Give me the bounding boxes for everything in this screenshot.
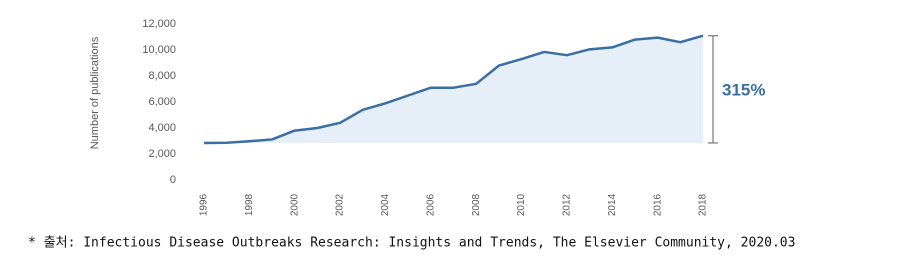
y-tick-label: 8,000 [148,70,176,82]
x-tick-label: 2018 [698,193,709,216]
x-tick-label: 2000 [289,193,300,216]
y-tick-label: 4,000 [148,122,176,134]
area [204,35,703,143]
x-tick-label: 1996 [199,193,210,216]
annotation: 315% [722,80,765,99]
y-tick-label: 6,000 [148,96,176,108]
y-axis-label: Number of publications [89,36,101,149]
y-tick-label: 0 [170,174,176,186]
y-tick-label: 2,000 [148,148,176,160]
x-tick-label: 2006 [425,193,436,216]
x-tick-label: 2014 [607,193,618,216]
x-tick-label: 2010 [516,193,527,216]
x-tick-label: 2002 [335,193,346,216]
line [203,34,704,145]
x-tick-label: 2016 [652,193,663,216]
x-tick-label: 2012 [562,193,573,216]
x-tick-label: 2008 [471,193,482,216]
y-tick-label: 12,000 [142,18,176,30]
y-tick-label: 10,000 [142,44,176,56]
x-tick-label: 1998 [244,193,255,216]
x-tick-label: 2004 [380,193,391,216]
source-note: * 출처: Infectious Disease Outbreaks Resea… [28,236,795,251]
